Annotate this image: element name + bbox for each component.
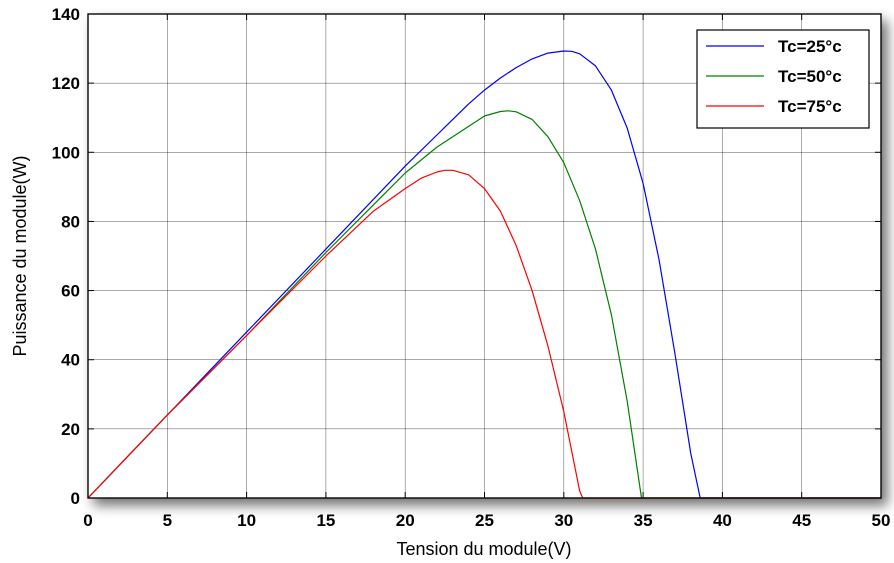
x-tick-label: 45 (792, 511, 811, 530)
plot-border (87, 13, 882, 499)
y-tick-labels: 0 20 40 60 80 100 120 140 (52, 5, 80, 508)
x-tick-labels: 0 5 10 15 20 25 30 35 40 45 50 (83, 511, 890, 530)
x-tick-label: 10 (237, 511, 256, 530)
y-tick-label: 20 (61, 420, 80, 439)
x-tick-label: 5 (163, 511, 172, 530)
x-axis-label: Tension du module(V) (396, 539, 571, 559)
y-tick-label: 140 (52, 5, 80, 24)
y-tick-label: 60 (61, 282, 80, 301)
legend-label-tc50: Tc=50°c (778, 67, 842, 86)
y-tick-label: 40 (61, 351, 80, 370)
y-axis-label: Puissance du module(W) (10, 155, 30, 356)
x-tick-label: 30 (554, 511, 573, 530)
y-tick-label: 120 (52, 74, 80, 93)
x-tick-label: 0 (83, 511, 92, 530)
x-tick-label: 40 (713, 511, 732, 530)
y-tick-label: 100 (52, 143, 80, 162)
legend-label-tc25: Tc=25°c (778, 37, 842, 56)
y-tick-label: 0 (71, 489, 80, 508)
x-tick-label: 50 (872, 511, 891, 530)
x-tick-label: 35 (634, 511, 653, 530)
x-tick-label: 15 (316, 511, 335, 530)
x-tick-label: 20 (396, 511, 415, 530)
x-tick-label: 25 (475, 511, 494, 530)
axis-ticks (87, 13, 882, 499)
series-line-tc-25-c (87, 50, 881, 499)
legend: Tc=25°c Tc=50°c Tc=75°c (696, 29, 870, 129)
legend-label-tc75: Tc=75°c (778, 97, 842, 116)
y-tick-label: 80 (61, 212, 80, 231)
